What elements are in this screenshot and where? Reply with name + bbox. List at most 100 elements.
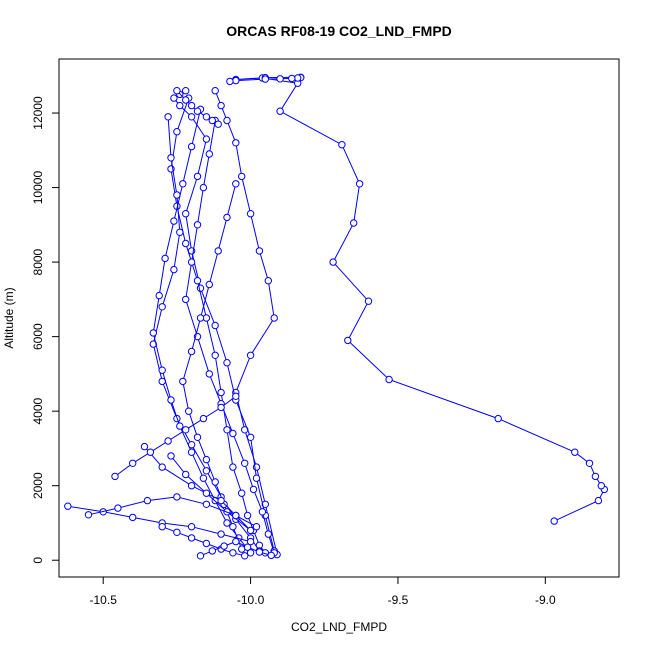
data-point	[217, 388, 225, 397]
data-point	[187, 347, 196, 356]
profile-series	[196, 537, 275, 560]
y-tick-label: 4000	[31, 397, 45, 424]
data-point	[202, 489, 211, 497]
profile-series	[226, 73, 608, 525]
data-point	[208, 116, 217, 125]
data-point	[223, 426, 231, 434]
data-point	[276, 107, 284, 115]
data-point	[238, 172, 246, 181]
data-point	[350, 219, 358, 227]
data-point	[173, 528, 181, 536]
data-point	[202, 135, 211, 143]
data-point	[214, 120, 222, 128]
data-point	[173, 493, 181, 501]
data-point	[243, 511, 252, 520]
data-point	[288, 74, 296, 83]
data-point	[494, 414, 502, 423]
data-point	[267, 551, 275, 560]
data-point	[199, 183, 208, 192]
series-line	[144, 446, 251, 531]
data-point	[155, 291, 163, 300]
data-point	[187, 534, 196, 542]
data-point	[187, 101, 196, 110]
data-point	[252, 523, 261, 531]
data-point	[217, 101, 225, 110]
data-point	[249, 485, 258, 494]
profile-series	[173, 87, 222, 128]
data-point	[187, 258, 196, 266]
data-point	[182, 239, 190, 248]
data-point	[170, 217, 178, 225]
data-point	[255, 247, 264, 255]
data-point	[179, 180, 187, 188]
data-point	[84, 511, 93, 519]
data-point	[270, 314, 278, 322]
data-point	[217, 403, 225, 412]
data-point	[344, 336, 352, 345]
data-point	[193, 221, 202, 229]
data-point	[258, 508, 267, 516]
data-point	[594, 496, 603, 505]
data-point	[591, 472, 600, 481]
data-point	[111, 472, 119, 481]
data-point	[202, 113, 211, 121]
plot-frame	[58, 58, 620, 578]
data-point	[170, 265, 178, 274]
data-point	[173, 87, 181, 95]
data-point	[170, 94, 178, 102]
y-tick-label: 2000	[31, 472, 45, 499]
data-point	[585, 459, 594, 467]
x-axis: -10.5 -10.0 -9.5 -9.0	[90, 577, 556, 607]
data-point	[261, 75, 269, 83]
data-point	[199, 474, 208, 482]
profile-series	[111, 392, 240, 481]
data-point	[158, 303, 166, 311]
data-point	[261, 500, 269, 508]
data-point	[158, 523, 166, 531]
data-point	[176, 101, 184, 110]
data-point	[232, 139, 240, 147]
data-point	[187, 448, 196, 456]
data-point	[149, 340, 158, 348]
data-point	[232, 537, 240, 546]
data-point	[176, 228, 184, 237]
data-point	[129, 513, 137, 522]
chart-title: ORCAS RF08-19 CO2_LND_FMPD	[226, 23, 452, 39]
data-point	[255, 548, 264, 556]
data-point	[187, 142, 196, 151]
data-point	[232, 76, 240, 85]
data-point	[264, 530, 272, 538]
data-point	[205, 150, 214, 158]
data-point	[146, 448, 155, 456]
y-tick-label: 8000	[31, 248, 45, 275]
data-point	[276, 75, 284, 83]
data-point	[229, 429, 237, 438]
profile-series	[182, 116, 278, 557]
data-point	[193, 107, 202, 115]
y-tick-label: 6000	[31, 323, 45, 350]
data-point	[220, 542, 228, 550]
data-point	[167, 452, 175, 460]
data-point	[182, 295, 190, 304]
data-point	[252, 474, 261, 482]
data-point	[229, 463, 237, 471]
data-point	[226, 77, 234, 86]
y-tick-label: 0	[31, 557, 45, 564]
data-point	[211, 478, 219, 486]
data-point	[64, 502, 72, 510]
data-point	[208, 547, 217, 555]
data-point	[185, 407, 193, 415]
data-point	[229, 523, 237, 531]
data-point	[217, 530, 225, 538]
data-point	[187, 113, 196, 121]
data-point	[158, 463, 166, 471]
data-point	[193, 277, 202, 285]
data-point	[187, 523, 196, 531]
data-point	[202, 467, 211, 475]
data-point	[182, 96, 190, 104]
data-point	[223, 519, 231, 527]
data-point	[129, 459, 137, 467]
data-point	[149, 329, 158, 337]
data-point	[182, 210, 190, 218]
y-tick-label: 10000	[31, 171, 45, 205]
